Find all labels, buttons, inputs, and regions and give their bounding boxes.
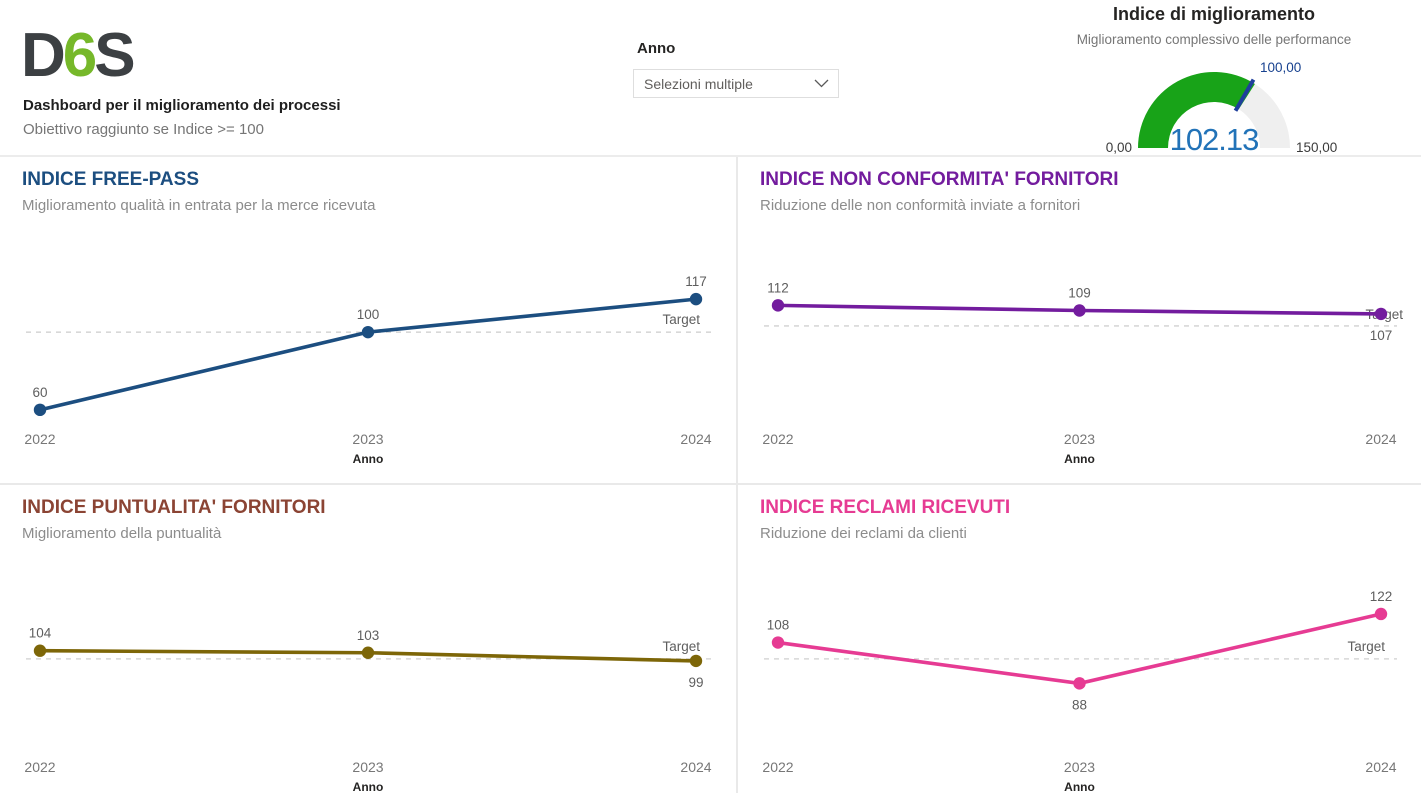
svg-text:Target: Target (662, 639, 700, 654)
svg-text:104: 104 (29, 626, 52, 641)
svg-text:Anno: Anno (1064, 780, 1095, 793)
svg-text:2022: 2022 (762, 759, 793, 775)
svg-text:107: 107 (1370, 328, 1393, 343)
chart-subtitle: Riduzione delle non conformità inviate a… (760, 197, 1081, 214)
svg-text:Anno: Anno (353, 452, 384, 466)
line-chart-puntualita: Target 104 103 99 2022 2023 2024 Anno (24, 626, 712, 793)
chart-subtitle: Riduzione dei reclami da clienti (760, 525, 967, 542)
svg-text:122: 122 (1370, 589, 1393, 604)
svg-text:112: 112 (767, 280, 789, 295)
logo-letter-d: D (21, 21, 66, 90)
anno-slicer: Anno Selezioni multiple (633, 40, 839, 98)
svg-text:2024: 2024 (1365, 759, 1396, 775)
gauge-min-label: 0,00 (1106, 140, 1132, 155)
svg-text:117: 117 (685, 274, 707, 289)
chart-title: INDICE PUNTUALITA' FORNITORI (22, 497, 326, 518)
svg-text:60: 60 (32, 385, 47, 400)
chart-subtitle: Miglioramento della puntualità (22, 525, 222, 542)
svg-text:2024: 2024 (680, 759, 711, 775)
svg-text:2024: 2024 (1365, 431, 1396, 447)
slicer-label: Anno (637, 40, 676, 57)
svg-text:88: 88 (1072, 697, 1087, 712)
svg-text:2022: 2022 (762, 431, 793, 447)
chart-panel-non-conformita: INDICE NON CONFORMITA' FORNITORI Riduzio… (738, 157, 1421, 485)
svg-text:103: 103 (357, 628, 380, 643)
svg-text:2023: 2023 (352, 759, 383, 775)
page-subtitle: Obiettivo raggiunto se Indice >= 100 (23, 121, 264, 138)
charts-grid: INDICE FREE-PASS Miglioramento qualità i… (0, 157, 1421, 793)
gauge-value: 102.13 (1170, 122, 1259, 157)
svg-text:2022: 2022 (24, 431, 55, 447)
svg-text:Target: Target (662, 312, 700, 327)
chart-title: INDICE NON CONFORMITA' FORNITORI (760, 169, 1119, 190)
gauge-chart: 0,00 150,00 100,00 102.13 (1106, 60, 1338, 157)
chevron-down-icon (814, 79, 829, 88)
gauge-title: Indice di miglioramento (1112, 4, 1316, 24)
dashboard-header: D6S Dashboard per il miglioramento dei p… (0, 0, 1421, 157)
gauge-card: Indice di miglioramento Miglioramento co… (1007, 0, 1421, 158)
line-chart-free-pass: Target 60 100 117 2022 2023 2024 Anno (24, 274, 712, 466)
d6s-logo: D6S (21, 25, 136, 87)
svg-text:2024: 2024 (680, 431, 711, 447)
line-chart-reclami: Target 108 88 122 2022 2023 2024 Anno (762, 589, 1397, 793)
logo-letter-6: 6 (62, 21, 98, 90)
chart-title: INDICE FREE-PASS (22, 169, 200, 190)
svg-text:2022: 2022 (24, 759, 55, 775)
chart-panel-puntualita: INDICE PUNTUALITA' FORNITORI Miglioramen… (0, 485, 738, 793)
svg-text:100: 100 (357, 307, 380, 322)
chart-panel-reclami: INDICE RECLAMI RICEVUTI Riduzione dei re… (738, 485, 1421, 793)
svg-text:2023: 2023 (1064, 431, 1095, 447)
svg-text:Anno: Anno (1064, 452, 1095, 466)
gauge-target-label: 100,00 (1260, 60, 1301, 75)
gauge-subtitle: Miglioramento complessivo delle performa… (1076, 32, 1352, 47)
svg-text:99: 99 (688, 675, 703, 690)
chart-panel-free-pass: INDICE FREE-PASS Miglioramento qualità i… (0, 157, 738, 485)
svg-text:Target: Target (1347, 639, 1385, 654)
page-title: Dashboard per il miglioramento dei proce… (23, 97, 341, 114)
dropdown-selected-value: Selezioni multiple (644, 75, 753, 92)
svg-text:109: 109 (1068, 286, 1091, 301)
svg-text:2023: 2023 (1064, 759, 1095, 775)
svg-text:Anno: Anno (353, 780, 384, 793)
svg-text:2023: 2023 (352, 431, 383, 447)
gauge-max-label: 150,00 (1296, 140, 1337, 155)
line-chart-non-conformita: Target112109107202220232024Anno (762, 280, 1403, 466)
svg-text:108: 108 (767, 618, 790, 633)
chart-subtitle: Miglioramento qualità in entrata per la … (22, 197, 376, 214)
chart-title: INDICE RECLAMI RICEVUTI (760, 497, 1011, 518)
logo-letter-s: S (94, 21, 135, 90)
anno-dropdown[interactable]: Selezioni multiple (633, 69, 839, 98)
